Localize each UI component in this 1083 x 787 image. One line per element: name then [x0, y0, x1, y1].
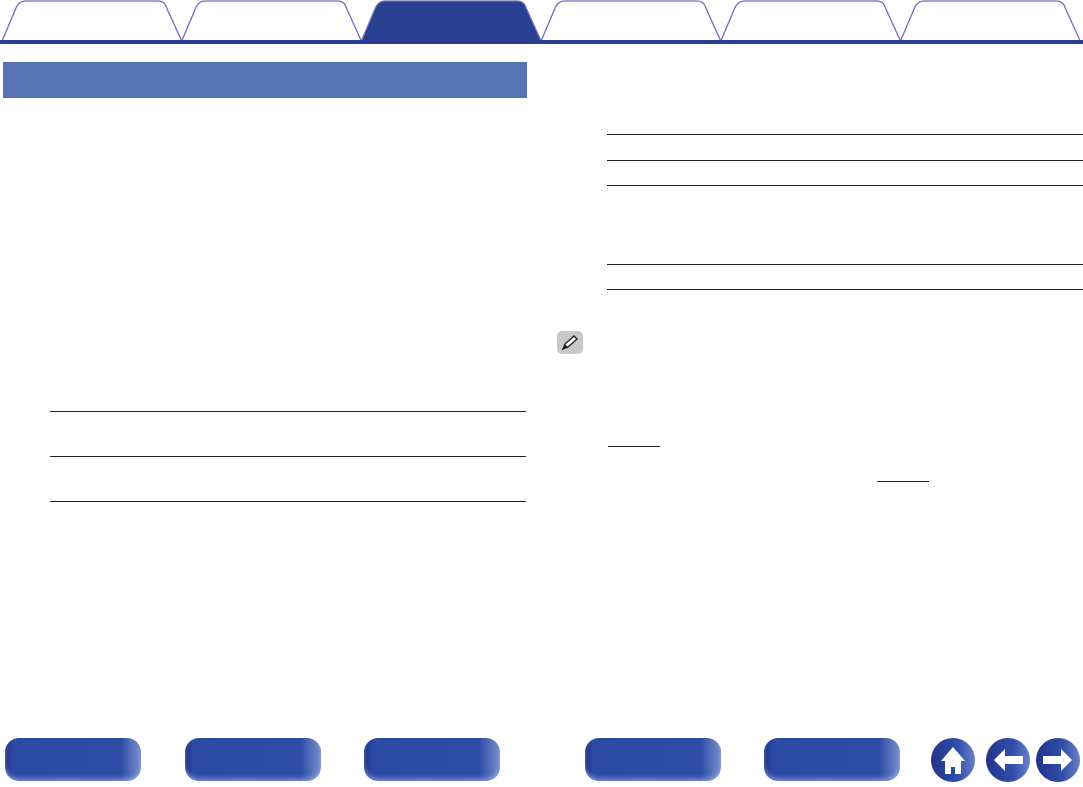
- back-button[interactable]: [986, 738, 1030, 782]
- nav-button-5[interactable]: [764, 738, 900, 781]
- tab-4[interactable]: [540, 0, 722, 42]
- forward-button[interactable]: [1036, 738, 1080, 782]
- divider: [50, 456, 526, 457]
- tab-baseline: [0, 40, 1083, 44]
- tab-6[interactable]: [899, 0, 1081, 42]
- divider: [607, 160, 1083, 161]
- home-icon: [941, 747, 965, 774]
- divider: [607, 264, 1083, 265]
- nav-button-1[interactable]: [5, 738, 141, 781]
- pencil-icon: [557, 331, 583, 354]
- section-header-bar: [3, 62, 527, 98]
- divider: [607, 185, 1083, 186]
- arrow-right-icon: [1043, 749, 1072, 771]
- link-underline[interactable]: [877, 481, 929, 482]
- divider: [607, 289, 1083, 290]
- divider: [50, 411, 526, 412]
- nav-button-2[interactable]: [185, 738, 321, 781]
- nav-button-3[interactable]: [364, 738, 500, 781]
- tab-2[interactable]: [181, 0, 362, 42]
- arrow-left-icon: [994, 749, 1023, 771]
- tab-1[interactable]: [1, 0, 183, 42]
- tab-3[interactable]: [360, 0, 542, 42]
- link-underline[interactable]: [608, 446, 660, 447]
- divider: [50, 501, 526, 502]
- tab-bar: [0, 0, 1083, 44]
- divider: [607, 134, 1083, 135]
- tab-5[interactable]: [720, 0, 902, 42]
- home-button[interactable]: [931, 738, 975, 782]
- nav-button-4[interactable]: [585, 738, 721, 781]
